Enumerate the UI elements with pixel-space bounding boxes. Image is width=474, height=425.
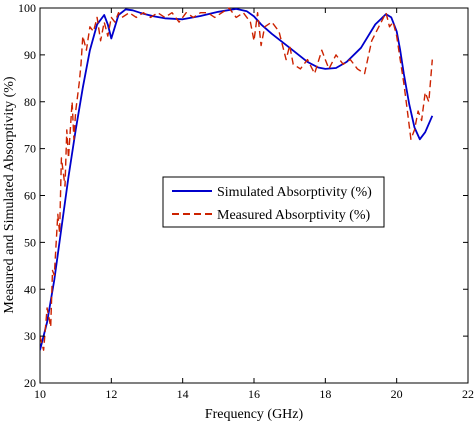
x-tick-label: 16 <box>248 387 260 401</box>
y-tick-label: 100 <box>18 1 36 15</box>
y-tick-label: 60 <box>24 189 36 203</box>
x-tick-label: 20 <box>391 387 403 401</box>
legend-box <box>162 176 385 228</box>
legend: Simulated Absorptivity (%) Measured Abso… <box>162 176 385 228</box>
x-tick-label: 22 <box>462 387 474 401</box>
x-tick-label: 12 <box>105 387 117 401</box>
x-tick-label: 18 <box>319 387 331 401</box>
y-tick-label: 80 <box>24 95 36 109</box>
y-tick-label: 90 <box>24 48 36 62</box>
legend-label-measured: Measured Absorptivity (%) <box>217 208 371 223</box>
y-tick-label: 40 <box>24 282 36 296</box>
y-tick-label: 50 <box>24 235 36 249</box>
series-line-measured <box>40 7 433 351</box>
series-layer <box>40 7 434 351</box>
y-axis-label: Measured and Simulated Absorptivity (%) <box>2 76 17 314</box>
ticks-layer: 10 12 14 16 18 20 22 20 30 40 50 60 70 80 90 100 <box>18 1 474 401</box>
y-tick-label: 70 <box>24 142 36 156</box>
x-axis-label: Frequency (GHz) <box>205 407 304 422</box>
y-tick-label: 30 <box>24 329 36 343</box>
x-tick-label: 14 <box>177 387 189 401</box>
legend-label-simulated: Simulated Absorptivity (%) <box>217 185 372 200</box>
y-tick-label: 20 <box>24 376 36 390</box>
x-tick-label: 10 <box>34 387 46 401</box>
